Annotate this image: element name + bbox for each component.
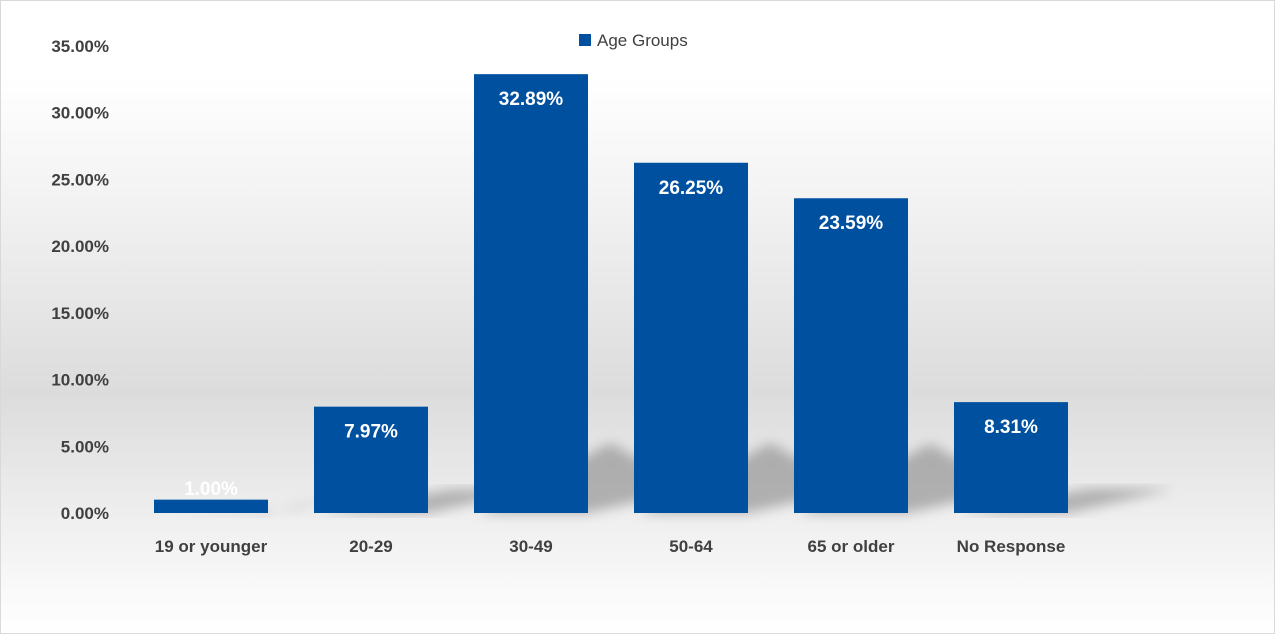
data-label: 8.31% <box>984 417 1038 438</box>
y-tick-label: 0.00% <box>61 504 109 523</box>
legend-label: Age Groups <box>597 31 688 50</box>
x-axis: 19 or younger 20-29 30-49 50-64 65 or older N… <box>155 537 1066 556</box>
data-label: 32.89% <box>499 89 564 110</box>
y-tick-label: 10.00% <box>51 371 109 390</box>
y-tick-label: 35.00% <box>51 37 109 56</box>
bars: 1.00% 7.97% 32.89% 26.25% 23.59% 8.31% <box>154 74 1068 513</box>
bar <box>154 499 268 513</box>
y-tick-label: 25.00% <box>51 170 109 189</box>
x-tick-label: 65 or older <box>808 537 895 556</box>
bar <box>474 74 588 513</box>
y-tick-label: 20.00% <box>51 237 109 256</box>
legend-swatch <box>579 34 591 46</box>
x-tick-label: 19 or younger <box>155 537 268 556</box>
y-tick-label: 30.00% <box>51 104 109 123</box>
y-axis: 0.00% 5.00% 10.00% 15.00% 20.00% 25.00% 30.00%… <box>51 37 109 523</box>
x-tick-label: 20-29 <box>349 537 392 556</box>
data-label: 26.25% <box>659 178 724 199</box>
data-label: 1.00% <box>184 479 238 500</box>
bar <box>954 402 1068 513</box>
bar <box>794 198 908 513</box>
data-label: 7.97% <box>344 422 398 443</box>
x-tick-label: No Response <box>957 537 1066 556</box>
bar <box>314 406 428 513</box>
x-tick-label: 50-64 <box>669 537 713 556</box>
y-tick-label: 15.00% <box>51 304 109 323</box>
data-label: 23.59% <box>819 213 884 234</box>
legend: Age Groups <box>579 31 688 50</box>
x-tick-label: 30-49 <box>509 537 552 556</box>
y-tick-label: 5.00% <box>61 437 109 456</box>
bar <box>634 162 748 513</box>
